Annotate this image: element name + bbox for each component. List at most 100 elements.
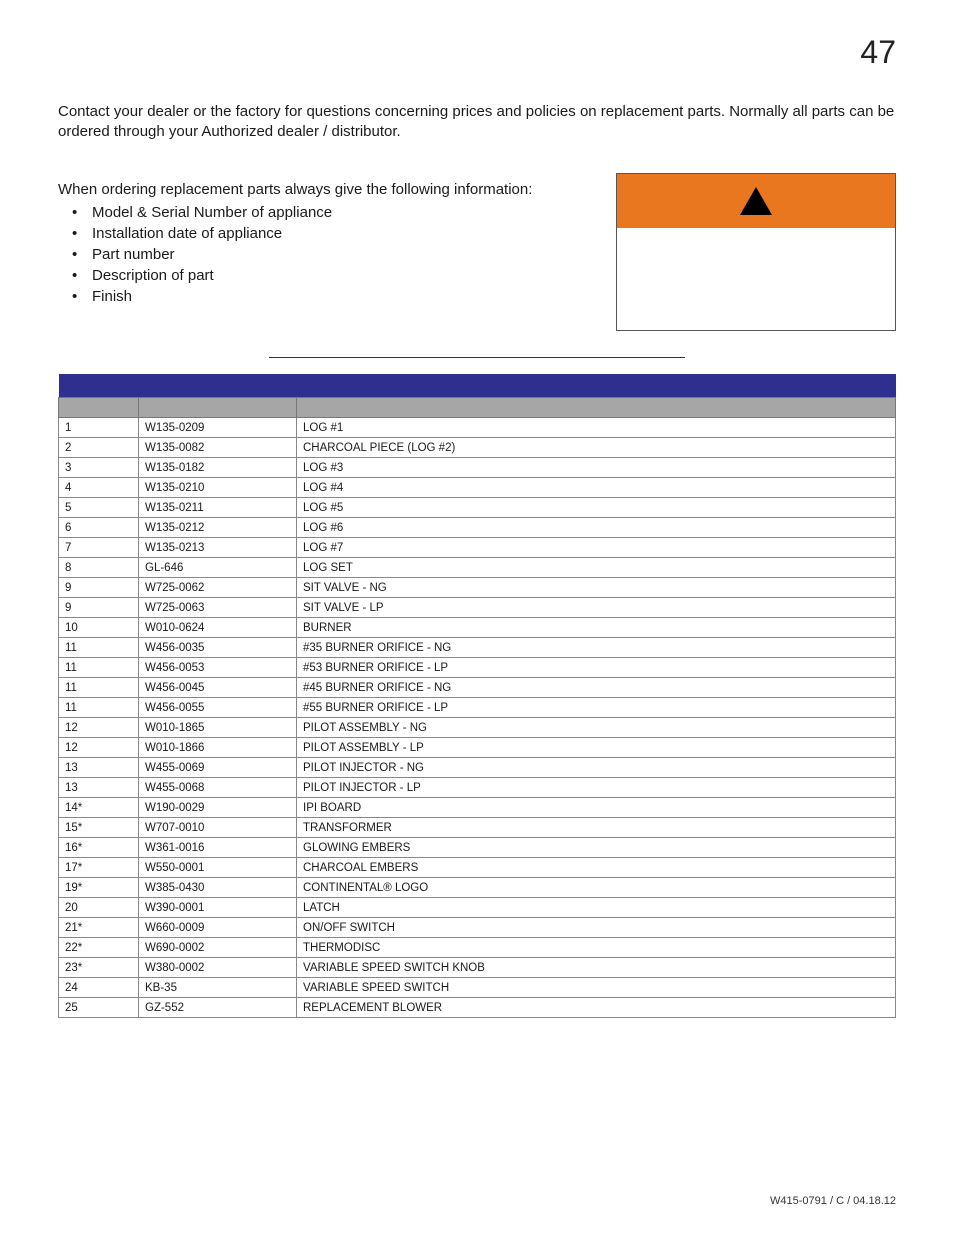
- table-cell: W660-0009: [139, 918, 297, 938]
- table-cell: 1: [59, 418, 139, 438]
- table-cell: W135-0211: [139, 498, 297, 518]
- table-cell: 13: [59, 758, 139, 778]
- table-cell: LOG #5: [297, 498, 896, 518]
- divider-wrap: [58, 357, 896, 358]
- table-cell: GLOWING EMBERS: [297, 838, 896, 858]
- table-cell: 3: [59, 458, 139, 478]
- table-title-row: [59, 374, 896, 398]
- table-cell: PILOT ASSEMBLY - NG: [297, 718, 896, 738]
- table-cell: 8: [59, 558, 139, 578]
- table-row: 21*W660-0009ON/OFF SWITCH: [59, 918, 896, 938]
- table-row: 7W135-0213LOG #7: [59, 538, 896, 558]
- table-cell: 20: [59, 898, 139, 918]
- table-cell: 23*: [59, 958, 139, 978]
- table-row: 6W135-0212LOG #6: [59, 518, 896, 538]
- table-cell: CHARCOAL EMBERS: [297, 858, 896, 878]
- page-number: 47: [860, 34, 896, 71]
- table-cell: W380-0002: [139, 958, 297, 978]
- table-cell: GZ-552: [139, 998, 297, 1018]
- table-cell: THERMODISC: [297, 938, 896, 958]
- table-row: 13W455-0069PILOT INJECTOR - NG: [59, 758, 896, 778]
- table-cell: W690-0002: [139, 938, 297, 958]
- table-cell: 17*: [59, 858, 139, 878]
- table-cell: PILOT INJECTOR - LP: [297, 778, 896, 798]
- table-col-desc: [297, 398, 896, 418]
- ordering-bullets: Model & Serial Number of appliance Insta…: [58, 202, 596, 307]
- table-cell: LOG SET: [297, 558, 896, 578]
- table-cell: W455-0069: [139, 758, 297, 778]
- table-cell: W725-0062: [139, 578, 297, 598]
- table-cell: W135-0209: [139, 418, 297, 438]
- table-row: 11W456-0055#55 BURNER ORIFICE - LP: [59, 698, 896, 718]
- table-cell: 11: [59, 678, 139, 698]
- table-row: 4W135-0210LOG #4: [59, 478, 896, 498]
- table-col-part: [139, 398, 297, 418]
- table-header-row: [59, 398, 896, 418]
- table-cell: W135-0213: [139, 538, 297, 558]
- table-cell: #55 BURNER ORIFICE - LP: [297, 698, 896, 718]
- table-cell: 13: [59, 778, 139, 798]
- doc-footer: W415-0791 / C / 04.18.12: [770, 1195, 896, 1207]
- table-cell: W456-0035: [139, 638, 297, 658]
- table-cell: VARIABLE SPEED SWITCH: [297, 978, 896, 998]
- table-row: 23*W380-0002VARIABLE SPEED SWITCH KNOB: [59, 958, 896, 978]
- table-cell: W135-0182: [139, 458, 297, 478]
- ordering-section: When ordering replacement parts always g…: [58, 179, 896, 331]
- table-row: 15*W707-0010TRANSFORMER: [59, 818, 896, 838]
- table-cell: PILOT ASSEMBLY - LP: [297, 738, 896, 758]
- table-row: 13W455-0068PILOT INJECTOR - LP: [59, 778, 896, 798]
- table-row: 11W456-0035#35 BURNER ORIFICE - NG: [59, 638, 896, 658]
- table-cell: 5: [59, 498, 139, 518]
- table-cell: 12: [59, 738, 139, 758]
- table-cell: VARIABLE SPEED SWITCH KNOB: [297, 958, 896, 978]
- table-cell: LOG #7: [297, 538, 896, 558]
- table-row: 14*W190-0029IPI BOARD: [59, 798, 896, 818]
- table-row: 22*W690-0002THERMODISC: [59, 938, 896, 958]
- bullet-item: Model & Serial Number of appliance: [66, 202, 596, 223]
- table-row: 9W725-0062SIT VALVE - NG: [59, 578, 896, 598]
- bullet-item: Finish: [66, 286, 596, 307]
- table-row: 3W135-0182LOG #3: [59, 458, 896, 478]
- table-cell: LOG #6: [297, 518, 896, 538]
- table-cell: W456-0045: [139, 678, 297, 698]
- table-row: 20W390-0001LATCH: [59, 898, 896, 918]
- table-cell: REPLACEMENT BLOWER: [297, 998, 896, 1018]
- table-cell: 25: [59, 998, 139, 1018]
- table-cell: 10: [59, 618, 139, 638]
- table-row: 25GZ-552REPLACEMENT BLOWER: [59, 998, 896, 1018]
- table-cell: W385-0430: [139, 878, 297, 898]
- table-cell: LATCH: [297, 898, 896, 918]
- table-row: 8GL-646LOG SET: [59, 558, 896, 578]
- ordering-left: When ordering replacement parts always g…: [58, 179, 596, 308]
- table-cell: 11: [59, 638, 139, 658]
- table-row: 19*W385-0430CONTINENTAL® LOGO: [59, 878, 896, 898]
- bullet-item: Description of part: [66, 265, 596, 286]
- table-cell: 2: [59, 438, 139, 458]
- table-cell: GL-646: [139, 558, 297, 578]
- table-col-ref: [59, 398, 139, 418]
- table-cell: #45 BURNER ORIFICE - NG: [297, 678, 896, 698]
- table-cell: #53 BURNER ORIFICE - LP: [297, 658, 896, 678]
- table-cell: 21*: [59, 918, 139, 938]
- table-cell: W456-0053: [139, 658, 297, 678]
- table-row: 12W010-1866PILOT ASSEMBLY - LP: [59, 738, 896, 758]
- table-cell: W550-0001: [139, 858, 297, 878]
- table-cell: 6: [59, 518, 139, 538]
- page: 47 Contact your dealer or the factory fo…: [0, 0, 954, 1235]
- table-row: 12W010-1865PILOT ASSEMBLY - NG: [59, 718, 896, 738]
- table-cell: KB-35: [139, 978, 297, 998]
- table-cell: W456-0055: [139, 698, 297, 718]
- ordering-intro: When ordering replacement parts always g…: [58, 179, 596, 201]
- table-cell: W390-0001: [139, 898, 297, 918]
- table-cell: 15*: [59, 818, 139, 838]
- table-row: 17*W550-0001CHARCOAL EMBERS: [59, 858, 896, 878]
- table-cell: W361-0016: [139, 838, 297, 858]
- table-row: 24KB-35VARIABLE SPEED SWITCH: [59, 978, 896, 998]
- table-row: 2W135-0082CHARCOAL PIECE (LOG #2): [59, 438, 896, 458]
- table-cell: IPI BOARD: [297, 798, 896, 818]
- table-row: 10W010-0624BURNER: [59, 618, 896, 638]
- table-cell: W135-0082: [139, 438, 297, 458]
- table-cell: 9: [59, 598, 139, 618]
- table-cell: 12: [59, 718, 139, 738]
- bullet-item: Part number: [66, 244, 596, 265]
